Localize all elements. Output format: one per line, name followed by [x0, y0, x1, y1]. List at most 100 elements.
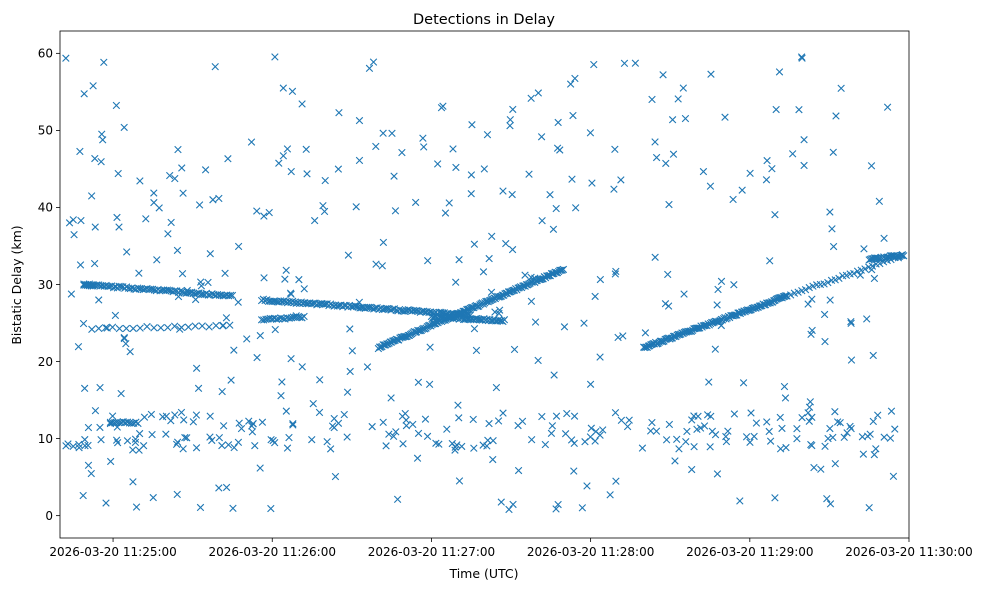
detection-point: [379, 129, 387, 137]
detection-point: [372, 142, 380, 151]
y-axis-label: Bistatic Delay (km): [9, 225, 24, 344]
detection-point: [194, 384, 203, 393]
detection-point: [568, 175, 576, 183]
detection-point: [847, 356, 856, 364]
detection-point: [826, 208, 834, 216]
detection-point: [260, 274, 268, 282]
detection-point: [215, 434, 224, 442]
detection-point: [219, 321, 227, 329]
detection-point: [355, 156, 364, 165]
detection-point: [824, 278, 832, 287]
detection-point: [77, 216, 85, 225]
detection-point: [287, 167, 295, 176]
detection-point: [316, 376, 324, 384]
detection-point: [833, 418, 842, 426]
detection-point: [87, 281, 95, 289]
detection-point: [295, 275, 303, 284]
detection-point: [129, 446, 137, 454]
detection-point: [722, 432, 730, 441]
detection-point: [375, 343, 384, 351]
detection-point: [499, 187, 507, 195]
detection-point: [256, 464, 264, 472]
detection-point: [436, 313, 444, 321]
detection-point: [389, 432, 398, 441]
detection-point: [235, 419, 243, 427]
detection-point: [433, 160, 442, 168]
detection-point: [226, 291, 235, 299]
detection-point: [113, 213, 121, 222]
detection-point: [288, 87, 297, 96]
detection-point: [509, 105, 517, 114]
detection-point: [70, 231, 78, 239]
detection-point: [399, 440, 407, 448]
detection-point: [260, 212, 268, 220]
x-tick-label: 2026-03-20 11:30:00: [845, 545, 972, 559]
detection-point: [181, 433, 189, 442]
detection-point: [173, 490, 181, 499]
detection-point: [730, 311, 739, 319]
detection-point: [817, 465, 825, 473]
detection-point: [586, 380, 595, 388]
detection-point: [277, 392, 285, 400]
detection-point: [328, 422, 337, 430]
detection-point: [302, 145, 310, 154]
detection-point: [423, 432, 432, 441]
detection-point: [243, 335, 251, 343]
detection-point: [164, 230, 172, 238]
detection-point: [571, 204, 580, 212]
detection-point: [226, 321, 234, 329]
detection-point: [865, 503, 873, 512]
detection-point: [174, 292, 183, 301]
detection-point: [287, 355, 295, 363]
detection-point: [426, 343, 434, 351]
detection-point: [206, 433, 214, 441]
detection-point: [272, 315, 281, 323]
detection-point: [136, 324, 144, 332]
detection-point: [688, 416, 696, 424]
detection-point: [690, 443, 698, 451]
detection-point: [646, 427, 655, 435]
detection-point: [69, 442, 77, 450]
detection-point: [230, 443, 238, 452]
detection-point: [323, 437, 331, 446]
detection-point: [205, 323, 213, 331]
detection-point: [850, 269, 858, 278]
detection-point: [820, 310, 829, 319]
detection-point: [832, 112, 840, 120]
detection-point: [690, 412, 698, 420]
detection-point: [298, 314, 306, 322]
detection-point: [343, 388, 352, 396]
detection-point: [596, 431, 604, 439]
detection-point: [84, 461, 93, 470]
detection-point: [675, 445, 683, 453]
detection-point: [80, 384, 89, 393]
detection-point: [103, 324, 111, 332]
detection-point: [173, 246, 182, 255]
detection-point: [808, 295, 816, 303]
detection-point: [823, 495, 831, 503]
detection-point: [132, 503, 141, 511]
detection-point: [590, 60, 598, 69]
y-tick-label: 0: [45, 509, 53, 523]
detection-point: [711, 431, 720, 439]
detection-point: [330, 414, 338, 423]
detection-point: [554, 500, 562, 509]
detection-point: [804, 409, 812, 417]
detection-point: [117, 389, 125, 398]
detection-point: [563, 409, 571, 418]
detection-point: [157, 324, 165, 332]
detection-point: [87, 469, 95, 478]
detection-point: [289, 419, 297, 428]
detection-point: [414, 429, 423, 438]
detection-point: [285, 433, 293, 442]
detection-point: [763, 418, 771, 426]
detection-point: [135, 269, 143, 277]
detection-point: [245, 417, 253, 425]
detection-point: [114, 169, 122, 178]
detection-point: [840, 433, 848, 441]
detection-point: [102, 499, 110, 507]
detection-point: [81, 442, 89, 450]
detection-point: [218, 441, 226, 450]
detection-point: [808, 441, 816, 450]
detection-point: [278, 378, 286, 386]
